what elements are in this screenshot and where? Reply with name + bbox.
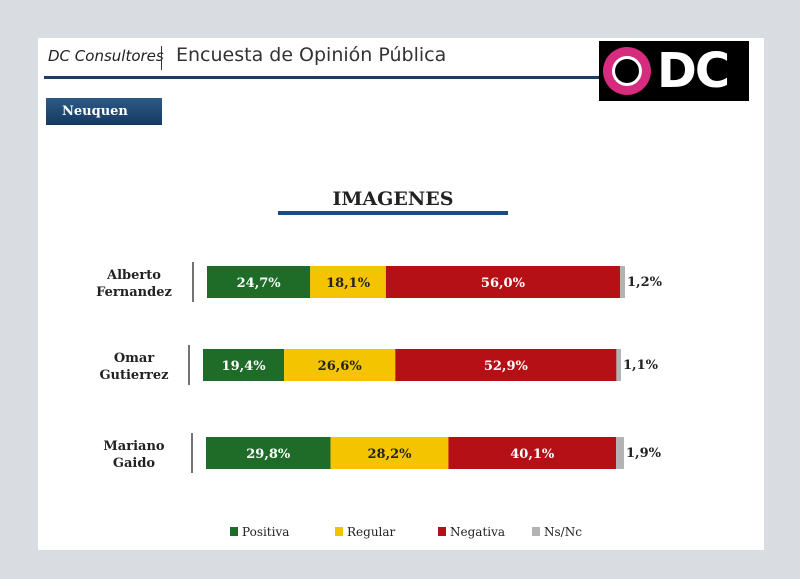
odc-logo: DC bbox=[599, 41, 749, 101]
legend-label: Ns/Nc bbox=[544, 525, 582, 539]
data-label: 26,6% bbox=[318, 359, 363, 374]
category-label: Alberto Fernandez bbox=[96, 268, 172, 300]
chart-title-underline bbox=[278, 211, 508, 215]
bar-positiva bbox=[206, 437, 331, 469]
bar-regular bbox=[310, 266, 386, 298]
data-label: 24,7% bbox=[237, 276, 282, 291]
data-label: 29,8% bbox=[246, 447, 291, 462]
data-label: 40,1% bbox=[510, 447, 555, 462]
bar-regular bbox=[284, 349, 396, 381]
data-label: 28,2% bbox=[367, 447, 412, 462]
header-separator bbox=[161, 46, 162, 70]
bar-nsnc bbox=[616, 437, 624, 469]
header-rule bbox=[44, 76, 600, 79]
bar-regular bbox=[330, 437, 449, 469]
data-label: 56,0% bbox=[481, 276, 526, 291]
category-label: Omar Gutierrez bbox=[99, 351, 168, 383]
legend-label: Positiva bbox=[242, 525, 289, 539]
bar-negativa bbox=[448, 437, 617, 469]
legend-swatch bbox=[230, 527, 238, 536]
bar-positiva bbox=[207, 266, 311, 298]
legend-label: Negativa bbox=[450, 525, 505, 539]
bar-nsnc bbox=[616, 349, 621, 381]
page-title: Encuesta de Opinión Pública bbox=[176, 44, 447, 66]
data-label: 18,1% bbox=[326, 276, 371, 291]
data-label: 1,1% bbox=[623, 358, 659, 373]
brand-name: DC Consultores bbox=[48, 47, 164, 65]
data-label: 52,9% bbox=[484, 359, 529, 374]
logo-text: DC bbox=[657, 43, 730, 99]
data-label: 19,4% bbox=[222, 359, 267, 374]
bar-positiva bbox=[203, 349, 285, 381]
legend-swatch bbox=[438, 527, 446, 536]
category-label: Mariano Gaido bbox=[103, 439, 164, 471]
data-label: 1,2% bbox=[627, 275, 663, 290]
legend-swatch bbox=[532, 527, 540, 536]
bar-negativa bbox=[385, 266, 620, 298]
data-label: 1,9% bbox=[626, 446, 662, 461]
legend-swatch bbox=[335, 527, 343, 536]
logo-o-icon bbox=[603, 47, 651, 95]
region-badge: Neuquen bbox=[46, 98, 162, 125]
chart-title: IMAGENES bbox=[332, 188, 454, 210]
bar-nsnc bbox=[619, 266, 625, 298]
bar-negativa bbox=[395, 349, 617, 381]
legend-label: Regular bbox=[347, 525, 396, 539]
